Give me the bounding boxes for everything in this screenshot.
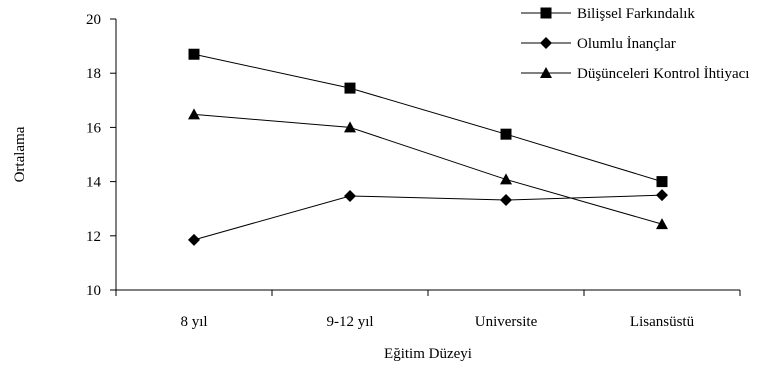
series-line [193, 194, 663, 241]
legend-label: Olumlu İnançlar [577, 36, 676, 52]
legend-entry: Düşünceleri Kontrol İhtiyacı [521, 66, 749, 82]
data-point [656, 218, 668, 230]
series-layer [188, 48, 668, 246]
y-tick-label: 12 [86, 229, 101, 245]
x-tick-label: 8 yıl [180, 314, 207, 330]
data-point [188, 108, 200, 120]
legend-marker [540, 37, 552, 49]
legend-marker [540, 7, 552, 19]
x-tick-label: Universite [475, 314, 538, 330]
series-2 [188, 189, 668, 246]
legend-entry: Bilişsel Farkındalık [521, 6, 695, 22]
x-axis-title: Eğitim Düzeyi [384, 346, 472, 362]
data-point [500, 173, 512, 185]
data-point [500, 128, 512, 140]
series-1 [188, 48, 668, 188]
y-tick-label: 14 [86, 175, 102, 191]
legend: Bilişsel Farkındalık Olumlu İnançlar Düşün… [521, 6, 749, 82]
data-point [344, 82, 356, 94]
y-tick-label: 18 [86, 66, 101, 82]
legend-marker [540, 67, 552, 78]
legend-label: Düşünceleri Kontrol İhtiyacı [577, 66, 749, 82]
series-line [193, 113, 663, 225]
legend-entry: Olumlu İnançlar [521, 36, 676, 52]
axes: 10 12 14 16 18 20 8 yıl 9-12 yıl Universite Lisan… [86, 12, 741, 330]
y-tick-label: 16 [86, 120, 102, 136]
data-point [344, 121, 356, 133]
data-point [188, 48, 200, 60]
data-point [500, 194, 512, 207]
data-point [188, 233, 200, 246]
data-point [656, 176, 668, 188]
data-point [344, 189, 356, 202]
x-tick-label: Lisansüstü [630, 314, 695, 330]
series-line [193, 53, 663, 183]
legend-label: Bilişsel Farkındalık [577, 6, 695, 22]
y-axis-title: Ortalama [12, 126, 28, 182]
series-3 [188, 108, 668, 230]
x-tick-label: 9-12 yıl [326, 314, 373, 330]
data-point [656, 189, 668, 202]
y-tick-label: 10 [86, 283, 101, 299]
y-tick-label: 20 [86, 12, 101, 28]
